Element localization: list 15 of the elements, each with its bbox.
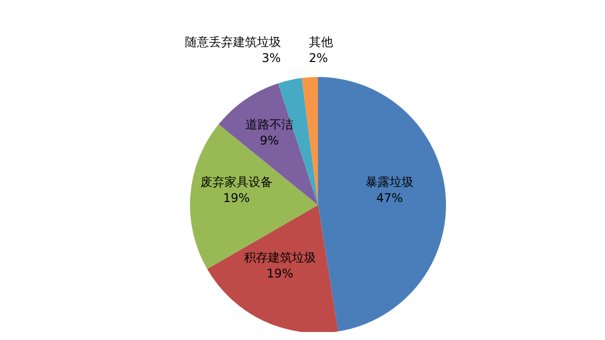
data-label: 9% (260, 134, 279, 148)
data-label: 3% (262, 51, 281, 65)
pie-slice (302, 77, 318, 205)
pie-slice (207, 205, 338, 332)
slice-label: 积存建筑垃圾 (244, 250, 316, 264)
slice-label: 暴露垃圾 (366, 174, 414, 189)
data-label: 19% (223, 190, 250, 205)
slice-label: 随意丢弃建筑垃圾 (184, 35, 281, 49)
pie-slice (318, 77, 446, 332)
data-label: 2% (308, 51, 328, 65)
data-label: 47% (376, 190, 403, 205)
slice-label: 道路不洁 (245, 118, 294, 132)
slice-label: 废弃家具设备 (200, 174, 272, 189)
slice-label: 其他 (308, 35, 333, 49)
data-label: 19% (266, 266, 294, 280)
